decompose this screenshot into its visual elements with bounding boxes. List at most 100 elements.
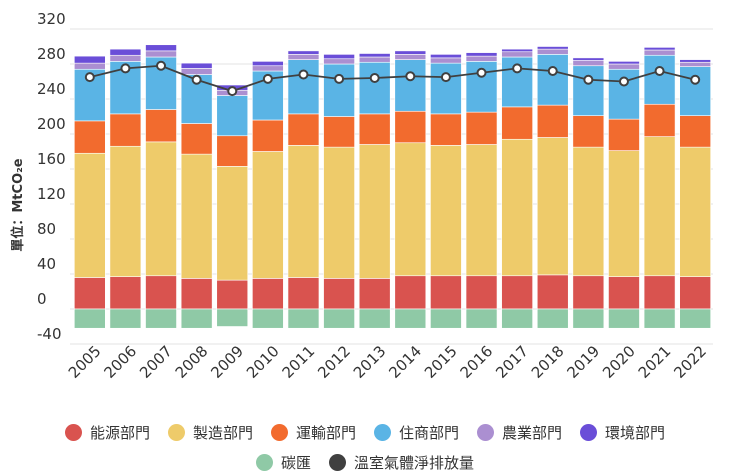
x-tick-label: 2014 [385, 342, 425, 382]
legend-row-2: 碳匯 溫室氣體淨排放量 [0, 452, 730, 473]
bar-segment [608, 150, 640, 277]
legend-item[interactable]: 運輸部門 [270, 422, 356, 443]
legend-label: 住商部門 [399, 424, 460, 442]
legend-item[interactable]: 住商部門 [374, 422, 459, 443]
legend-row-1: 能源部門 製造部門 運輸部門 住商部門 農業部門 環境部門 [0, 422, 730, 443]
bar-segment [287, 308, 320, 329]
bar-segment [608, 118, 640, 151]
x-tick-label: 2022 [670, 342, 710, 382]
x-tick-label: 2011 [279, 342, 319, 382]
bar-segment [643, 54, 676, 105]
legend-item[interactable]: 製造部門 [167, 422, 253, 443]
bar-segment [323, 278, 355, 310]
bar-segment [608, 308, 640, 329]
legend-label: 溫室氣體淨排放量 [354, 454, 475, 472]
bar-segment [394, 110, 427, 144]
bar-segment [358, 113, 391, 145]
bar-segment [145, 141, 177, 277]
bar-segment [252, 308, 284, 329]
bar-segment [109, 276, 142, 310]
bar-segment [358, 56, 391, 63]
bar-segment [74, 152, 106, 278]
legend-item[interactable]: 農業部門 [477, 422, 562, 443]
bar-segment [536, 48, 569, 55]
bar-segment [180, 68, 213, 75]
bar-segment [74, 55, 106, 64]
bar-segment [358, 144, 391, 279]
bar-segment [358, 53, 391, 58]
bar-segment [74, 62, 106, 70]
bar-segment [323, 308, 355, 329]
bar-segment [536, 274, 569, 310]
bar-segment [501, 138, 533, 277]
net-line-point [654, 66, 665, 76]
bar-segment [430, 275, 462, 310]
bar-segment [679, 146, 711, 277]
bar-segment [109, 48, 142, 56]
bar-segment [501, 308, 533, 329]
x-tick-label: 2015 [421, 342, 461, 382]
bar-segment [180, 153, 213, 279]
bar-segment [287, 54, 320, 60]
bar-segment [180, 308, 213, 329]
bar-segment [572, 60, 605, 67]
bar-segment [323, 54, 355, 60]
net-line-point [583, 74, 594, 85]
bar-segment [323, 116, 355, 148]
bar-segment [74, 277, 106, 310]
bar-segment [643, 275, 676, 310]
net-line-point [156, 60, 167, 71]
legend-item[interactable]: 溫室氣體淨排放量 [329, 452, 474, 473]
bar-segment [145, 308, 177, 329]
net-line-point [690, 74, 701, 85]
bar-segment [74, 120, 106, 154]
net-line-point [512, 63, 523, 74]
x-tick-label: 2007 [136, 342, 176, 382]
net-line-point [405, 71, 416, 82]
bar-segment [465, 55, 498, 62]
y-tick-label: 320 [37, 10, 66, 28]
bar-segment [287, 145, 320, 278]
bar-segment [145, 50, 177, 58]
legend-label: 農業部門 [502, 424, 563, 442]
y-tick-label: 120 [37, 185, 66, 203]
bar-segment [536, 54, 569, 106]
x-tick-label: 2018 [528, 342, 568, 382]
legend-swatch [329, 454, 346, 471]
legend-label: 運輸部門 [295, 424, 356, 442]
bar-segment [287, 277, 320, 310]
bar-segment [394, 308, 427, 329]
bar-segment [679, 308, 711, 329]
net-emissions-line [84, 60, 701, 97]
legend-swatch [270, 424, 288, 441]
bar-segment [252, 151, 284, 279]
bar-segment [643, 49, 676, 56]
net-line-point [84, 72, 95, 83]
bar-segment [252, 65, 284, 72]
x-tick-label: 2008 [172, 342, 212, 382]
legend-swatch [255, 454, 273, 471]
net-line-point [618, 76, 629, 87]
legend-item[interactable]: 碳匯 [255, 452, 311, 473]
net-line-point [547, 66, 558, 76]
bar-segment [572, 146, 605, 277]
bar-segment [252, 278, 284, 310]
net-line-point [191, 74, 202, 85]
bar-segment [358, 278, 391, 310]
bar-segment [608, 61, 640, 65]
y-tick-label: 200 [37, 115, 66, 133]
bar-segment [180, 278, 213, 310]
y-tick-label: -40 [37, 325, 62, 343]
legend-item[interactable]: 能源部門 [64, 422, 150, 443]
net-line-point [227, 86, 238, 97]
y-tick-label: 160 [37, 150, 66, 168]
bar-segment [180, 62, 213, 69]
bar-segment [679, 59, 711, 63]
legend-item[interactable]: 環境部門 [580, 422, 665, 443]
bar-segment [608, 276, 640, 310]
bar-segment [465, 308, 498, 329]
bar-segment [180, 123, 213, 155]
legend-label: 製造部門 [192, 424, 253, 442]
bar-segment [465, 275, 498, 310]
net-line-point [120, 63, 131, 74]
